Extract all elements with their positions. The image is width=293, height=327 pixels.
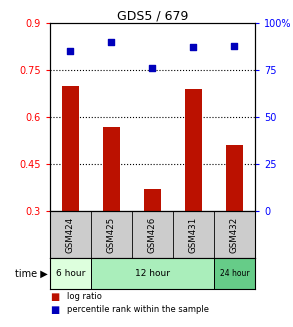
Bar — [144, 189, 161, 212]
Text: GSM424: GSM424 — [66, 216, 75, 253]
Bar — [62, 86, 79, 212]
Title: GDS5 / 679: GDS5 / 679 — [117, 10, 188, 23]
Text: ■: ■ — [50, 305, 59, 315]
Text: GSM425: GSM425 — [107, 216, 116, 253]
Text: 12 hour: 12 hour — [135, 269, 170, 278]
Text: 6 hour: 6 hour — [56, 269, 85, 278]
Point — [150, 65, 155, 71]
Bar — [185, 89, 202, 212]
Bar — [91, 258, 214, 289]
Point — [191, 45, 196, 50]
Bar — [214, 258, 255, 289]
Text: log ratio: log ratio — [67, 292, 102, 301]
Text: GSM431: GSM431 — [189, 216, 198, 253]
Point — [232, 43, 237, 48]
Text: ■: ■ — [50, 292, 59, 302]
Bar — [50, 258, 91, 289]
Text: 24 hour: 24 hour — [219, 269, 249, 278]
Text: time ▶: time ▶ — [15, 268, 48, 278]
Point — [68, 49, 73, 54]
Text: GSM426: GSM426 — [148, 216, 157, 253]
Bar — [226, 146, 243, 212]
Point — [109, 39, 114, 44]
Text: percentile rank within the sample: percentile rank within the sample — [67, 305, 209, 315]
Text: GSM432: GSM432 — [230, 216, 239, 253]
Bar — [103, 127, 120, 212]
